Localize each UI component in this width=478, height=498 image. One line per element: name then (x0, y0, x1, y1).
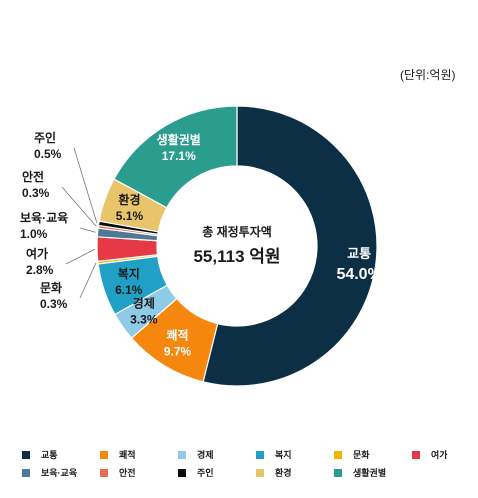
slice-교통 (202, 105, 378, 387)
unit-label: (단위:억원) (400, 68, 456, 82)
legend-swatch (412, 450, 420, 459)
legend-label: 보육·교육 (41, 468, 78, 478)
legend-item: 여가 (412, 448, 448, 461)
slice-label-name: 환경 (118, 192, 140, 207)
legend-item: 쾌적 (100, 448, 136, 461)
slice-label-value: 3.3% (130, 313, 158, 327)
slice-labels: 교통 54.0% 쾌적 9.7% 경제 3.3% 복지 6.1% 문화 0.3% 여가 2.8% 보육·… (20, 130, 382, 358)
legend-swatch (334, 450, 342, 459)
legend-swatch (22, 450, 30, 459)
slice-label-value: 5.1% (116, 209, 144, 223)
legend-item: 보육·교육 (22, 466, 77, 479)
legend-item: 경제 (178, 448, 214, 461)
slice-label-name: 복지 (118, 266, 140, 281)
legend-label: 경제 (197, 450, 214, 460)
slice-label-value: 17.1% (162, 149, 196, 163)
slice-label-value: 54.0% (336, 266, 381, 283)
slice-label-name: 쾌적 (166, 327, 188, 342)
leader-line (79, 227, 96, 233)
slice-label-value: 0.3% (22, 186, 50, 200)
legend-label: 여가 (431, 450, 448, 460)
legend-swatch (256, 450, 264, 459)
slice-label-name: 여가 (26, 246, 48, 261)
slice-label-value: 6.1% (115, 283, 143, 297)
legend-item: 주인 (178, 466, 214, 479)
slice-label-value: 1.0% (20, 227, 48, 241)
slice-label-value: 9.7% (164, 344, 192, 358)
legend-item: 교통 (22, 448, 58, 461)
legend-swatch (334, 468, 342, 477)
leader-line (79, 262, 97, 299)
slice-label-value: 2.8% (26, 263, 54, 277)
legend-label: 환경 (275, 468, 292, 478)
center-value: 55,113 억원 (193, 247, 280, 266)
legend-item: 복지 (256, 448, 292, 461)
slice-label-name: 생활권별 (157, 132, 201, 147)
slice-label-name: 문화 (40, 280, 62, 295)
legend-label: 문화 (353, 450, 370, 460)
legend-label: 복지 (275, 450, 292, 460)
slice-label-value: 0.5% (34, 147, 62, 161)
leader-lines (61, 147, 98, 299)
slice-label-value: 0.3% (40, 297, 68, 311)
legend-item: 환경 (256, 466, 292, 479)
leader-line (73, 147, 98, 224)
legend-swatch (100, 468, 108, 477)
center-title: 총 재정투자액 (202, 224, 272, 239)
legend-label: 주인 (197, 468, 214, 478)
legend-label: 쾌적 (119, 450, 136, 460)
donut-chart: 교통 54.0% 쾌적 9.7% 경제 3.3% 복지 6.1% 문화 0.3% 여가 2.8% 보육·… (20, 105, 382, 387)
legend-swatch (100, 450, 108, 459)
legend-label: 생활권별 (353, 468, 387, 478)
slice-생활권별 (113, 105, 238, 209)
legend-swatch (22, 468, 30, 477)
legend-swatch (256, 468, 264, 477)
legend-label: 안전 (119, 468, 136, 478)
legend-item: 문화 (334, 448, 370, 461)
slice-label-name: 안전 (22, 169, 44, 184)
legend-swatch (178, 468, 186, 477)
donut-slices (96, 105, 378, 387)
slice-label-name: 경제 (133, 297, 155, 311)
legend-item: 안전 (100, 466, 136, 479)
leader-line (65, 248, 96, 265)
legend-item: 생활권별 (334, 466, 386, 479)
legend-label: 교통 (41, 450, 58, 460)
slice-label-name: 보육·교육 (20, 210, 68, 225)
leader-line (61, 186, 97, 227)
slice-label-name: 교통 (347, 246, 371, 261)
slice-label-name: 주인 (34, 130, 56, 145)
legend-swatch (178, 450, 186, 459)
